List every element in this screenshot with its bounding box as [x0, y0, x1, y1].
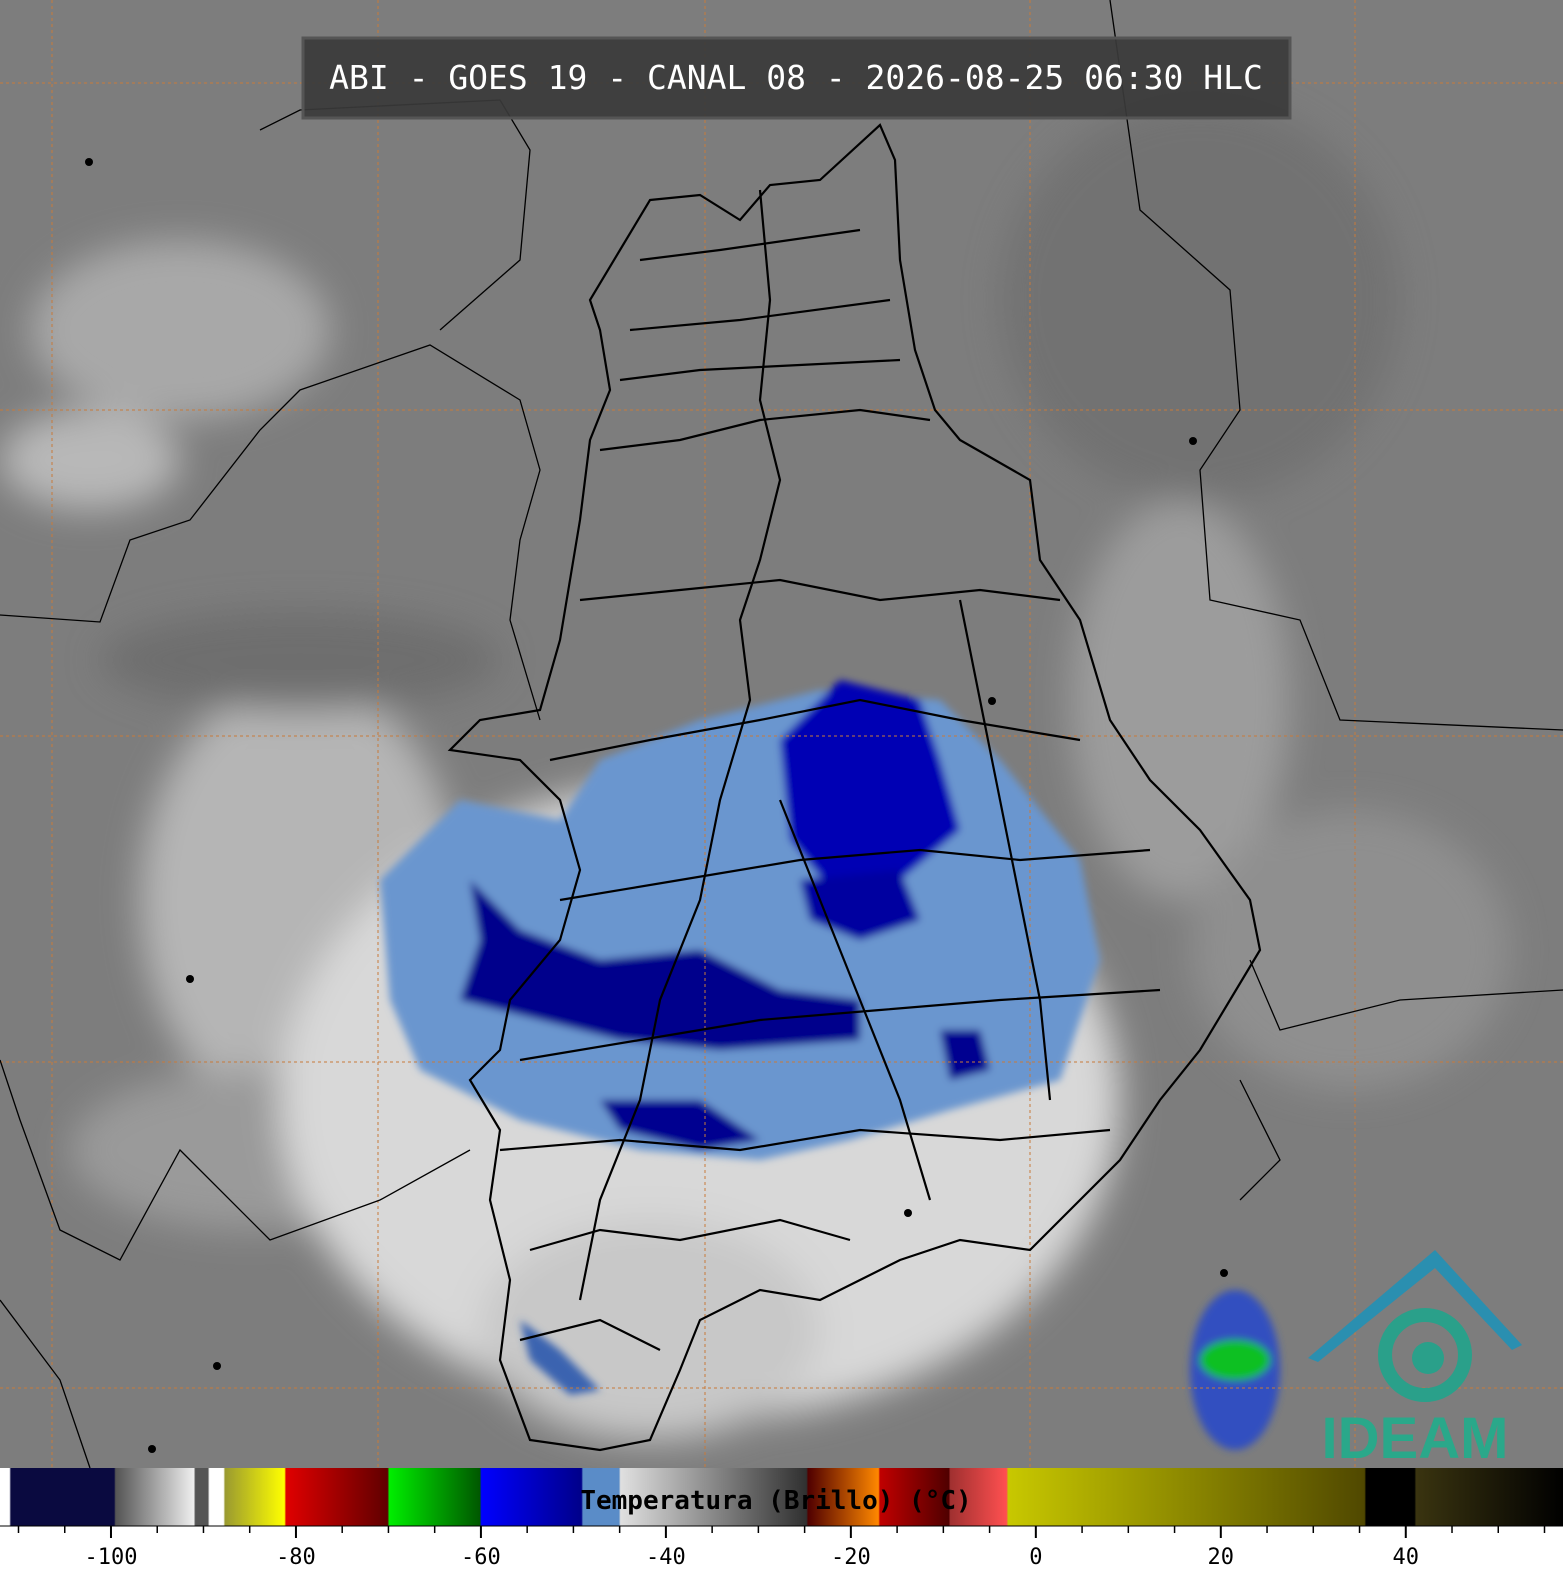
- title: ABI - GOES 19 - CANAL 08 - 2026-08-25 06…: [329, 58, 1263, 97]
- tick-label: -80: [276, 1545, 316, 1570]
- tick-label: -40: [646, 1545, 686, 1570]
- graticule: [0, 0, 1563, 1468]
- logo: IDEAM: [1308, 1250, 1522, 1471]
- tick-label: 0: [1029, 1545, 1042, 1570]
- boundaries: [0, 0, 1563, 1469]
- cold-tops: [380, 680, 1280, 1450]
- logo-text: IDEAM: [1322, 1406, 1509, 1471]
- colorbar: [0, 1468, 1563, 1526]
- department-outline: [447, 123, 1262, 1452]
- city-dots: [85, 158, 1228, 1453]
- tick-label: -100: [84, 1545, 137, 1570]
- tick-label: -20: [831, 1545, 871, 1570]
- title-box: [301, 36, 1292, 120]
- tick-label: 20: [1208, 1545, 1235, 1570]
- colorbar-label: Temperatura (Brillo) (°C): [580, 1486, 971, 1516]
- tick-label: 40: [1393, 1545, 1420, 1570]
- tick-label: -60: [461, 1545, 501, 1570]
